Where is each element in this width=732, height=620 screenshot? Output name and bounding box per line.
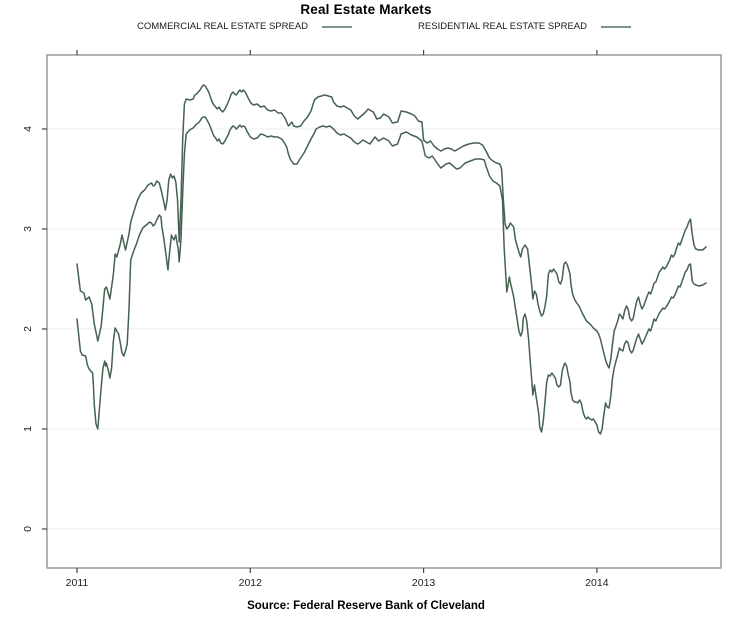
plot-frame [46,54,722,569]
x-axis-label: 2014 [585,577,609,589]
x-axis-label: 2011 [66,577,89,589]
y-axis-label: 1 [22,426,34,432]
legend-label-residential: RESIDENTIAL REAL ESTATE SPREAD [418,21,587,32]
x-axis-label: 2012 [239,577,263,589]
legend: COMMERCIAL REAL ESTATE SPREAD RESIDENTIA… [47,21,721,32]
legend-line-commercial-swatch [322,25,353,28]
chart-title: Real Estate Markets [300,2,432,17]
legend-label-commercial: COMMERCIAL REAL ESTATE SPREAD [137,21,309,32]
y-axis-label: 2 [22,326,34,332]
series-line-residential [76,116,707,435]
legend-line-residential-swatch [600,25,631,28]
x-axis-label: 2013 [412,577,436,589]
legend-item-residential: RESIDENTIAL REAL ESTATE SPREAD [418,21,631,32]
source-caption: Source: Federal Reserve Bank of Clevelan… [247,600,485,612]
legend-item-commercial: COMMERCIAL REAL ESTATE SPREAD [137,21,353,32]
y-axis-label: 4 [22,126,34,132]
y-axis-label: 0 [22,526,34,532]
series-line-commercial [76,84,707,369]
y-axis-label: 3 [22,226,34,232]
